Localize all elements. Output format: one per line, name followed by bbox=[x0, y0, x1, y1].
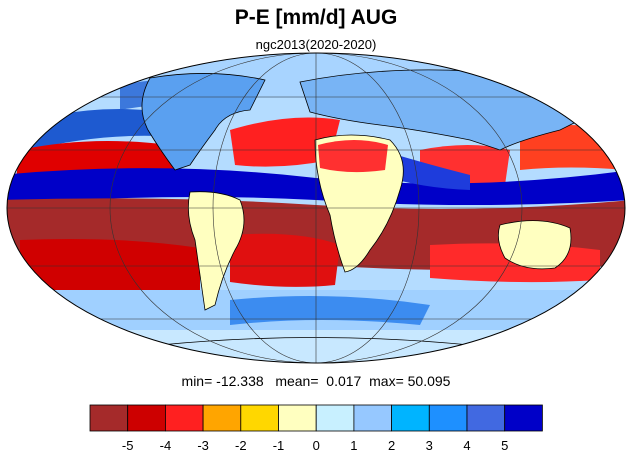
colorbar-box bbox=[202, 404, 242, 432]
south-atlantic-red bbox=[230, 233, 340, 287]
colorbar-tick-label: -1 bbox=[273, 438, 285, 453]
mean-label: mean= bbox=[275, 373, 319, 389]
colorbar-tick-label: 5 bbox=[501, 438, 508, 453]
north-america bbox=[141, 73, 266, 171]
colorbar-box bbox=[127, 404, 166, 432]
stats-line: min= -12.338 mean= 0.017 max= 50.095 bbox=[0, 373, 632, 389]
plot-title: P-E [mm/d] AUG bbox=[234, 6, 398, 29]
southern-ocean-blue bbox=[230, 296, 430, 325]
australia bbox=[497, 220, 572, 270]
max-value: 50.095 bbox=[407, 373, 451, 389]
colorbar-tick-label: -2 bbox=[235, 438, 247, 453]
plot-subtitle: ngc2013(2020-2020) bbox=[255, 37, 377, 52]
colorbar-tick-label: 1 bbox=[350, 438, 357, 453]
colorbar-box bbox=[353, 404, 392, 432]
colorbar-box bbox=[89, 404, 129, 432]
colorbar-tick-label: 2 bbox=[388, 438, 395, 453]
min-label: min= bbox=[181, 373, 213, 389]
colorbar-tick-label: -4 bbox=[160, 438, 172, 453]
colorbar-tick-label: -5 bbox=[122, 438, 134, 453]
graticule bbox=[7, 53, 625, 363]
colorbar-box bbox=[428, 404, 468, 432]
colorbar-box bbox=[315, 404, 355, 432]
colorbar-box bbox=[391, 404, 430, 432]
colorbar-box bbox=[504, 404, 543, 432]
sahara-red bbox=[318, 140, 388, 173]
colorbar-box bbox=[240, 404, 279, 432]
colorbar-tick-label: -3 bbox=[197, 438, 209, 453]
colorbar-tick-label: 4 bbox=[463, 438, 470, 453]
colorbar-box bbox=[466, 404, 506, 432]
min-value: -12.338 bbox=[216, 373, 264, 389]
colorbar-box bbox=[164, 404, 204, 432]
mean-value: 0.017 bbox=[326, 373, 362, 389]
south-america bbox=[187, 191, 245, 311]
world-map bbox=[6, 52, 626, 364]
colorbar-tick-label: 3 bbox=[426, 438, 433, 453]
north-atlantic-red bbox=[230, 117, 340, 167]
max-label: max= bbox=[369, 373, 404, 389]
map-border bbox=[6, 52, 626, 364]
antarctica bbox=[149, 337, 481, 363]
colorbar-tick-label: 0 bbox=[313, 438, 320, 453]
colorbar-box bbox=[278, 404, 317, 432]
